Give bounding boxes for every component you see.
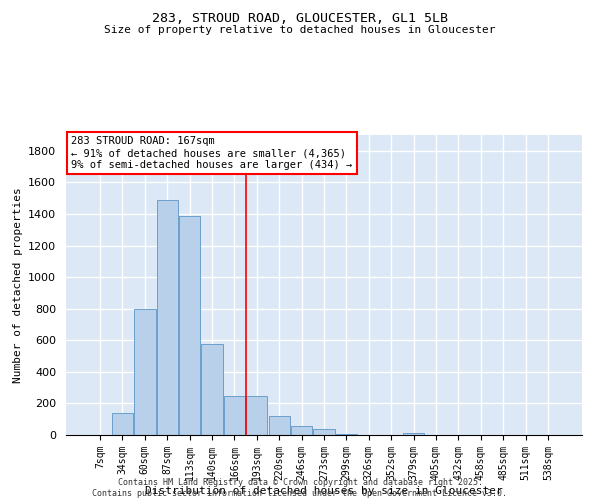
Text: 283 STROUD ROAD: 167sqm
← 91% of detached houses are smaller (4,365)
9% of semi-: 283 STROUD ROAD: 167sqm ← 91% of detache… xyxy=(71,136,352,170)
Text: 283, STROUD ROAD, GLOUCESTER, GL1 5LB: 283, STROUD ROAD, GLOUCESTER, GL1 5LB xyxy=(152,12,448,26)
Bar xyxy=(291,426,312,435)
Bar xyxy=(269,416,290,435)
Y-axis label: Number of detached properties: Number of detached properties xyxy=(13,187,23,383)
Bar xyxy=(336,434,357,435)
Text: Size of property relative to detached houses in Gloucester: Size of property relative to detached ho… xyxy=(104,25,496,35)
Bar xyxy=(246,396,268,435)
Text: Contains HM Land Registry data © Crown copyright and database right 2025.
Contai: Contains HM Land Registry data © Crown c… xyxy=(92,478,508,498)
Bar xyxy=(224,396,245,435)
X-axis label: Distribution of detached houses by size in Gloucester: Distribution of detached houses by size … xyxy=(145,486,503,496)
Bar xyxy=(134,308,155,435)
Bar xyxy=(313,430,335,435)
Bar xyxy=(179,216,200,435)
Bar xyxy=(403,432,424,435)
Bar xyxy=(202,344,223,435)
Bar xyxy=(112,413,133,435)
Bar xyxy=(157,200,178,435)
